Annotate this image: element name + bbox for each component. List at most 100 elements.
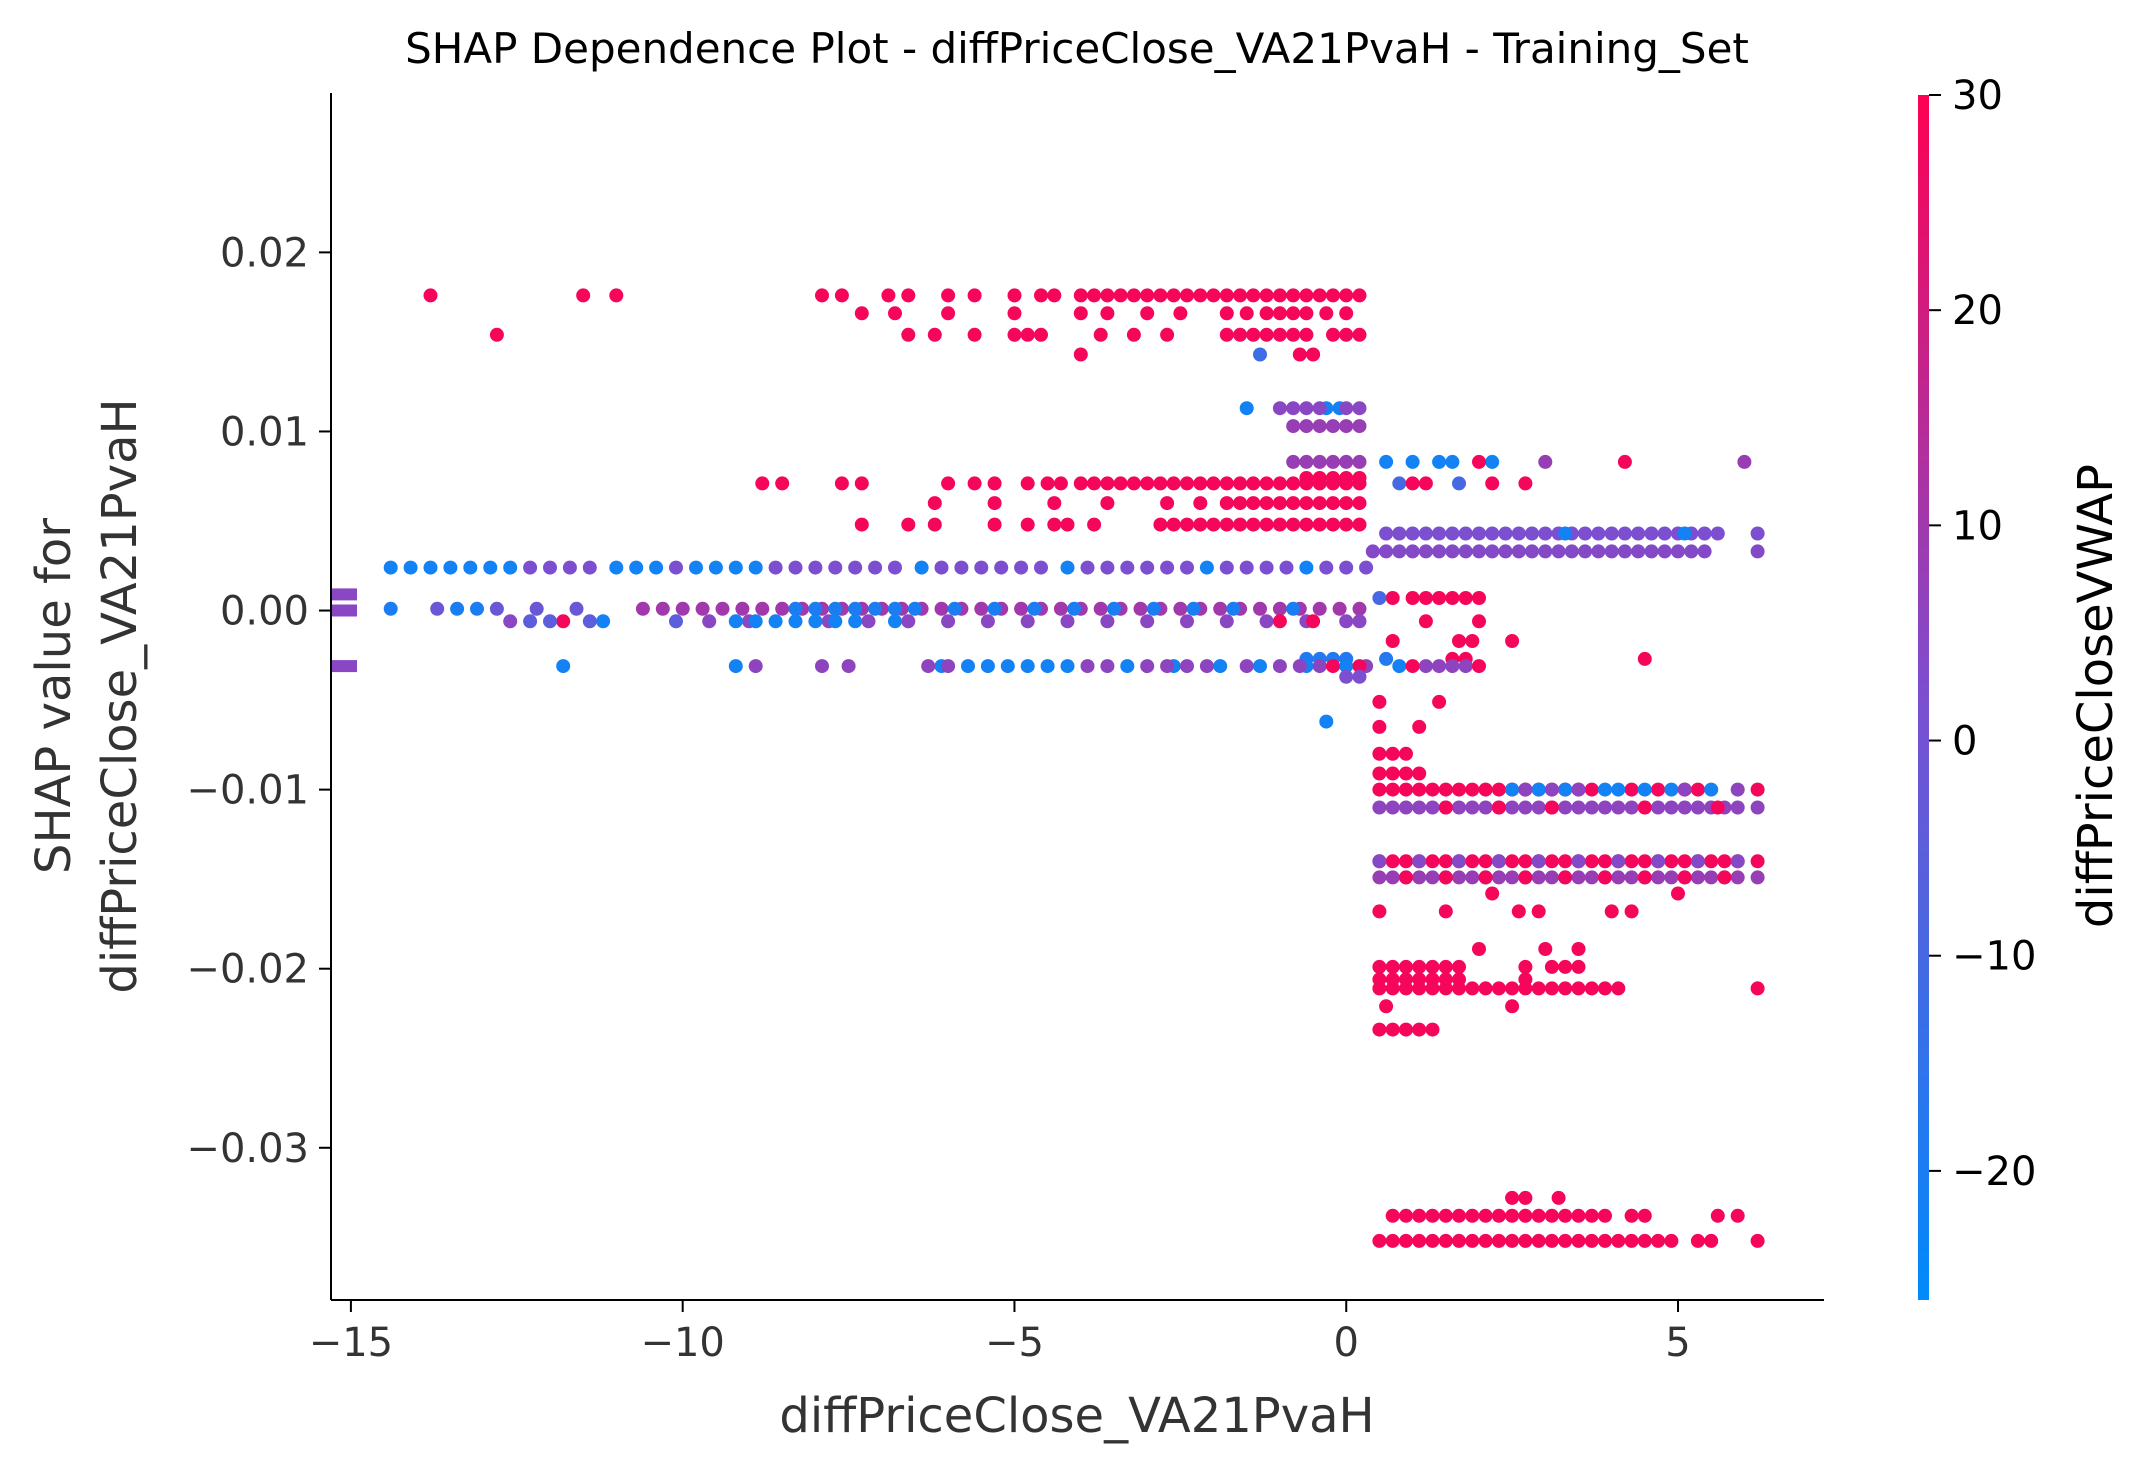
data-point <box>1458 544 1473 559</box>
data-point <box>1399 854 1413 869</box>
data-point <box>1372 800 1387 815</box>
colorbar-tick-label: −10 <box>1952 934 2036 980</box>
data-point <box>841 659 856 674</box>
data-point <box>1412 719 1427 734</box>
data-point <box>1571 1233 1586 1248</box>
data-point <box>1312 288 1327 303</box>
y-ticks: 0.02 0.01 0.00 −0.01 −0.02 −0.03 <box>186 230 331 1172</box>
data-point <box>1399 782 1413 797</box>
data-point <box>1624 870 1639 885</box>
data-point <box>1259 327 1274 342</box>
data-point <box>1418 526 1433 541</box>
data-point <box>1146 601 1161 616</box>
data-point <box>815 288 829 303</box>
data-point <box>1153 288 1168 303</box>
data-point <box>1624 904 1639 919</box>
data-point <box>1478 1208 1493 1223</box>
data-point <box>1452 959 1466 974</box>
data-point <box>1604 526 1619 541</box>
data-point <box>523 560 538 575</box>
data-point <box>1153 517 1168 532</box>
data-point <box>967 327 982 342</box>
data-point <box>1438 854 1453 869</box>
data-point <box>1286 401 1301 416</box>
data-point <box>1710 800 1725 815</box>
data-point <box>1113 476 1128 491</box>
data-point <box>788 601 803 616</box>
data-point <box>1379 999 1394 1014</box>
x-ticks: −15 −10 −5 0 5 <box>309 1300 1691 1366</box>
data-point <box>1717 854 1732 869</box>
data-point <box>1558 854 1573 869</box>
data-point <box>1578 526 1593 541</box>
data-point <box>1326 454 1340 469</box>
data-point <box>1571 800 1586 815</box>
data-point <box>1432 591 1447 605</box>
scatter-points <box>383 288 1765 1248</box>
data-point <box>1239 659 1254 674</box>
data-point <box>828 614 843 629</box>
data-point <box>1664 854 1679 869</box>
data-point <box>1180 659 1194 674</box>
data-point <box>1047 496 1062 511</box>
data-point <box>1385 854 1400 869</box>
data-point <box>834 476 849 491</box>
data-point <box>1730 1208 1745 1223</box>
data-point <box>1584 800 1599 815</box>
data-point <box>1286 306 1301 321</box>
data-point <box>1379 454 1394 469</box>
data-point <box>1339 496 1354 511</box>
data-point <box>1233 327 1248 342</box>
data-point <box>1412 959 1427 974</box>
data-point <box>1100 496 1115 511</box>
data-point <box>980 614 995 629</box>
data-point <box>1425 1022 1440 1037</box>
y-tick-label: −0.01 <box>186 768 309 814</box>
data-point <box>1531 981 1546 996</box>
nan-markers <box>330 588 357 673</box>
data-point <box>1704 1233 1719 1248</box>
data-point <box>1544 870 1559 885</box>
data-point <box>1060 560 1075 575</box>
data-point <box>1405 544 1420 559</box>
data-point <box>423 560 438 575</box>
data-point <box>1611 1233 1626 1248</box>
data-point <box>888 306 902 321</box>
data-point <box>1657 526 1672 541</box>
data-point <box>1219 614 1234 629</box>
data-point <box>1491 854 1506 869</box>
data-point <box>1677 870 1692 885</box>
data-point <box>1014 601 1029 616</box>
data-point <box>1465 870 1480 885</box>
data-point <box>1034 560 1048 575</box>
data-point <box>1140 614 1155 629</box>
data-point <box>1518 800 1533 815</box>
data-point <box>1730 800 1745 815</box>
data-point <box>1584 1208 1599 1223</box>
data-point <box>1219 327 1234 342</box>
data-point <box>1690 854 1705 869</box>
data-point <box>1458 659 1473 674</box>
data-point <box>1511 544 1526 559</box>
data-point <box>1399 1233 1413 1248</box>
data-point <box>735 601 750 616</box>
data-point <box>1491 981 1506 996</box>
data-point <box>1312 517 1327 532</box>
data-point <box>987 496 1002 511</box>
nan-marker <box>330 588 357 601</box>
data-point <box>1372 591 1387 605</box>
data-point <box>1505 800 1520 815</box>
data-point <box>1272 401 1287 416</box>
y-tick-label: 0.02 <box>220 230 309 276</box>
data-point <box>1352 496 1367 511</box>
data-point <box>1571 959 1586 974</box>
data-point <box>755 601 770 616</box>
data-point <box>1438 981 1453 996</box>
data-point <box>1399 870 1413 885</box>
data-point <box>1286 454 1301 469</box>
data-point <box>1478 854 1493 869</box>
data-point <box>1385 1233 1400 1248</box>
data-point <box>1637 1208 1652 1223</box>
data-point <box>1624 854 1639 869</box>
